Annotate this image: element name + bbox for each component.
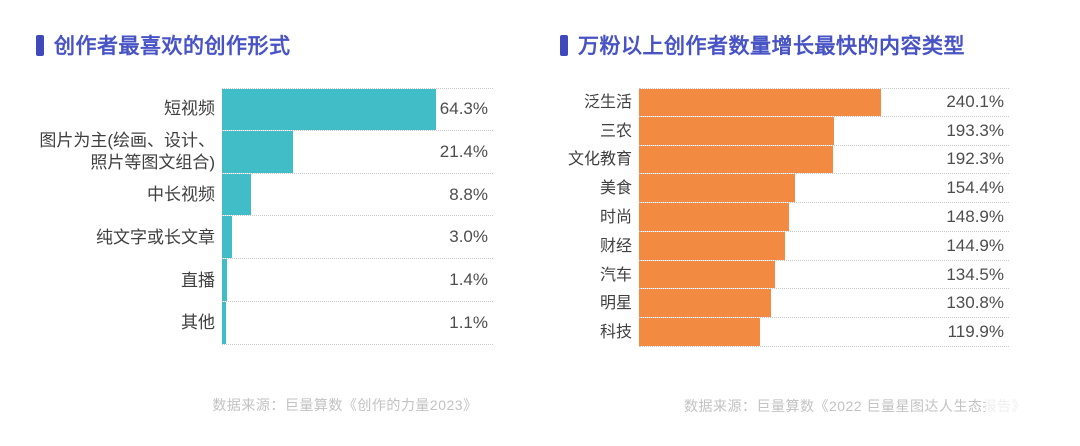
bar: [639, 260, 775, 289]
value-label: 130.8%: [946, 293, 1004, 313]
bar-chart-creation-forms: 短视频 64.3% 图片为主(绘画、设计、 照片等图文组合) 21.4% 中长视频 8.8…: [36, 88, 493, 345]
bar-row: 美食 154.4%: [560, 174, 1009, 204]
bar-track: 192.3%: [639, 145, 1009, 175]
category-label: 直播: [181, 270, 215, 290]
category-label: 短视频: [164, 99, 215, 119]
chart-title-right-text: 万粉以上创作者数量增长最快的内容类型: [578, 35, 965, 58]
bar-row: 财经 144.9%: [560, 231, 1009, 261]
bar-track: 240.1%: [639, 88, 1009, 117]
value-label: 193.3%: [946, 120, 1004, 140]
bar-row: 其他 1.1%: [36, 302, 493, 345]
value-label: 21.4%: [439, 141, 488, 161]
bar-track: 134.5%: [639, 260, 1009, 290]
bar-row: 泛生活 240.1%: [560, 88, 1009, 117]
category-label: 时尚: [599, 208, 632, 226]
chart-title-left: 创作者最喜欢的创作形式: [36, 30, 291, 60]
title-marker-icon: [560, 34, 568, 56]
bar-row: 汽车 134.5%: [560, 260, 1009, 290]
bar: [222, 89, 436, 130]
bar: [639, 116, 835, 145]
value-label: 8.8%: [449, 184, 488, 204]
chart-title-left-text: 创作者最喜欢的创作形式: [54, 35, 291, 58]
bar-track: 193.3%: [639, 116, 1009, 146]
bar-row: 直播 1.4%: [36, 259, 493, 303]
bar-track: 1.1%: [222, 302, 493, 345]
category-label: 图片为主(绘画、设计、 照片等图文组合): [39, 130, 215, 173]
value-label: 134.5%: [946, 264, 1004, 284]
bar-row: 文化教育 192.3%: [560, 145, 1009, 175]
bar-track: 144.9%: [639, 231, 1009, 261]
bar-row: 明星 130.8%: [560, 289, 1009, 319]
bar-row: 三农 193.3%: [560, 116, 1009, 146]
category-label: 财经: [599, 237, 632, 255]
category-label: 其他: [181, 313, 215, 333]
bar: [639, 231, 786, 260]
category-label: 美食: [599, 180, 632, 198]
value-label: 148.9%: [946, 207, 1004, 227]
bar: [639, 318, 761, 347]
bar-track: 8.8%: [222, 173, 493, 217]
bar-row: 纯文字或长文章 3.0%: [36, 216, 493, 260]
bar-track: 148.9%: [639, 203, 1009, 232]
bar-track: 154.4%: [639, 174, 1009, 204]
bar: [222, 259, 227, 302]
value-label: 119.9%: [947, 322, 1004, 342]
bar-track: 3.0%: [222, 216, 493, 260]
bar: [639, 89, 882, 116]
category-label: 汽车: [599, 266, 632, 284]
category-label: 中长视频: [147, 184, 215, 204]
title-marker-icon: [36, 34, 44, 56]
bar-row: 时尚 148.9%: [560, 203, 1009, 232]
bar: [639, 289, 772, 318]
category-label: 文化教育: [567, 151, 632, 169]
bar-track: 21.4%: [222, 130, 493, 174]
value-label: 240.1%: [946, 92, 1004, 112]
chart-title-right: 万粉以上创作者数量增长最快的内容类型: [560, 30, 965, 60]
bar: [639, 203, 790, 231]
bar: [222, 130, 294, 173]
data-source-left: 数据来源：巨量算数《创作的力量2023》: [212, 397, 478, 413]
category-label: 泛生活: [583, 93, 632, 111]
category-label: 纯文字或长文章: [96, 227, 215, 247]
category-label: 科技: [599, 324, 632, 342]
bar-row: 中长视频 8.8%: [36, 173, 493, 217]
category-label: 三农: [599, 122, 632, 140]
bar-track: 64.3%: [222, 88, 493, 131]
bar: [222, 302, 226, 344]
value-label: 144.9%: [946, 235, 1004, 255]
value-label: 1.1%: [449, 313, 488, 333]
bar-track: 130.8%: [639, 289, 1009, 319]
bar-row: 短视频 64.3%: [36, 88, 493, 131]
value-label: 192.3%: [946, 149, 1004, 169]
bar-track: 119.9%: [639, 318, 1009, 348]
data-source-right: 数据来源：巨量算数《2022 巨量星图达人生态报告》: [683, 398, 1027, 414]
value-label: 1.4%: [449, 270, 488, 290]
value-label: 154.4%: [946, 178, 1004, 198]
bar-track: 1.4%: [222, 259, 493, 303]
category-label: 明星: [599, 295, 632, 313]
bar-chart-content-types: 泛生活 240.1% 三农 193.3% 文化教育 192.3% 美食 154.4% 时尚 148…: [560, 88, 1009, 348]
bar: [639, 145, 834, 174]
bar: [222, 173, 252, 216]
bar-row: 科技 119.9%: [560, 318, 1009, 348]
bar-row: 图片为主(绘画、设计、 照片等图文组合) 21.4%: [36, 131, 493, 174]
bar: [222, 216, 232, 259]
value-label: 64.3%: [439, 99, 488, 119]
value-label: 3.0%: [449, 227, 488, 247]
bar: [639, 174, 795, 203]
